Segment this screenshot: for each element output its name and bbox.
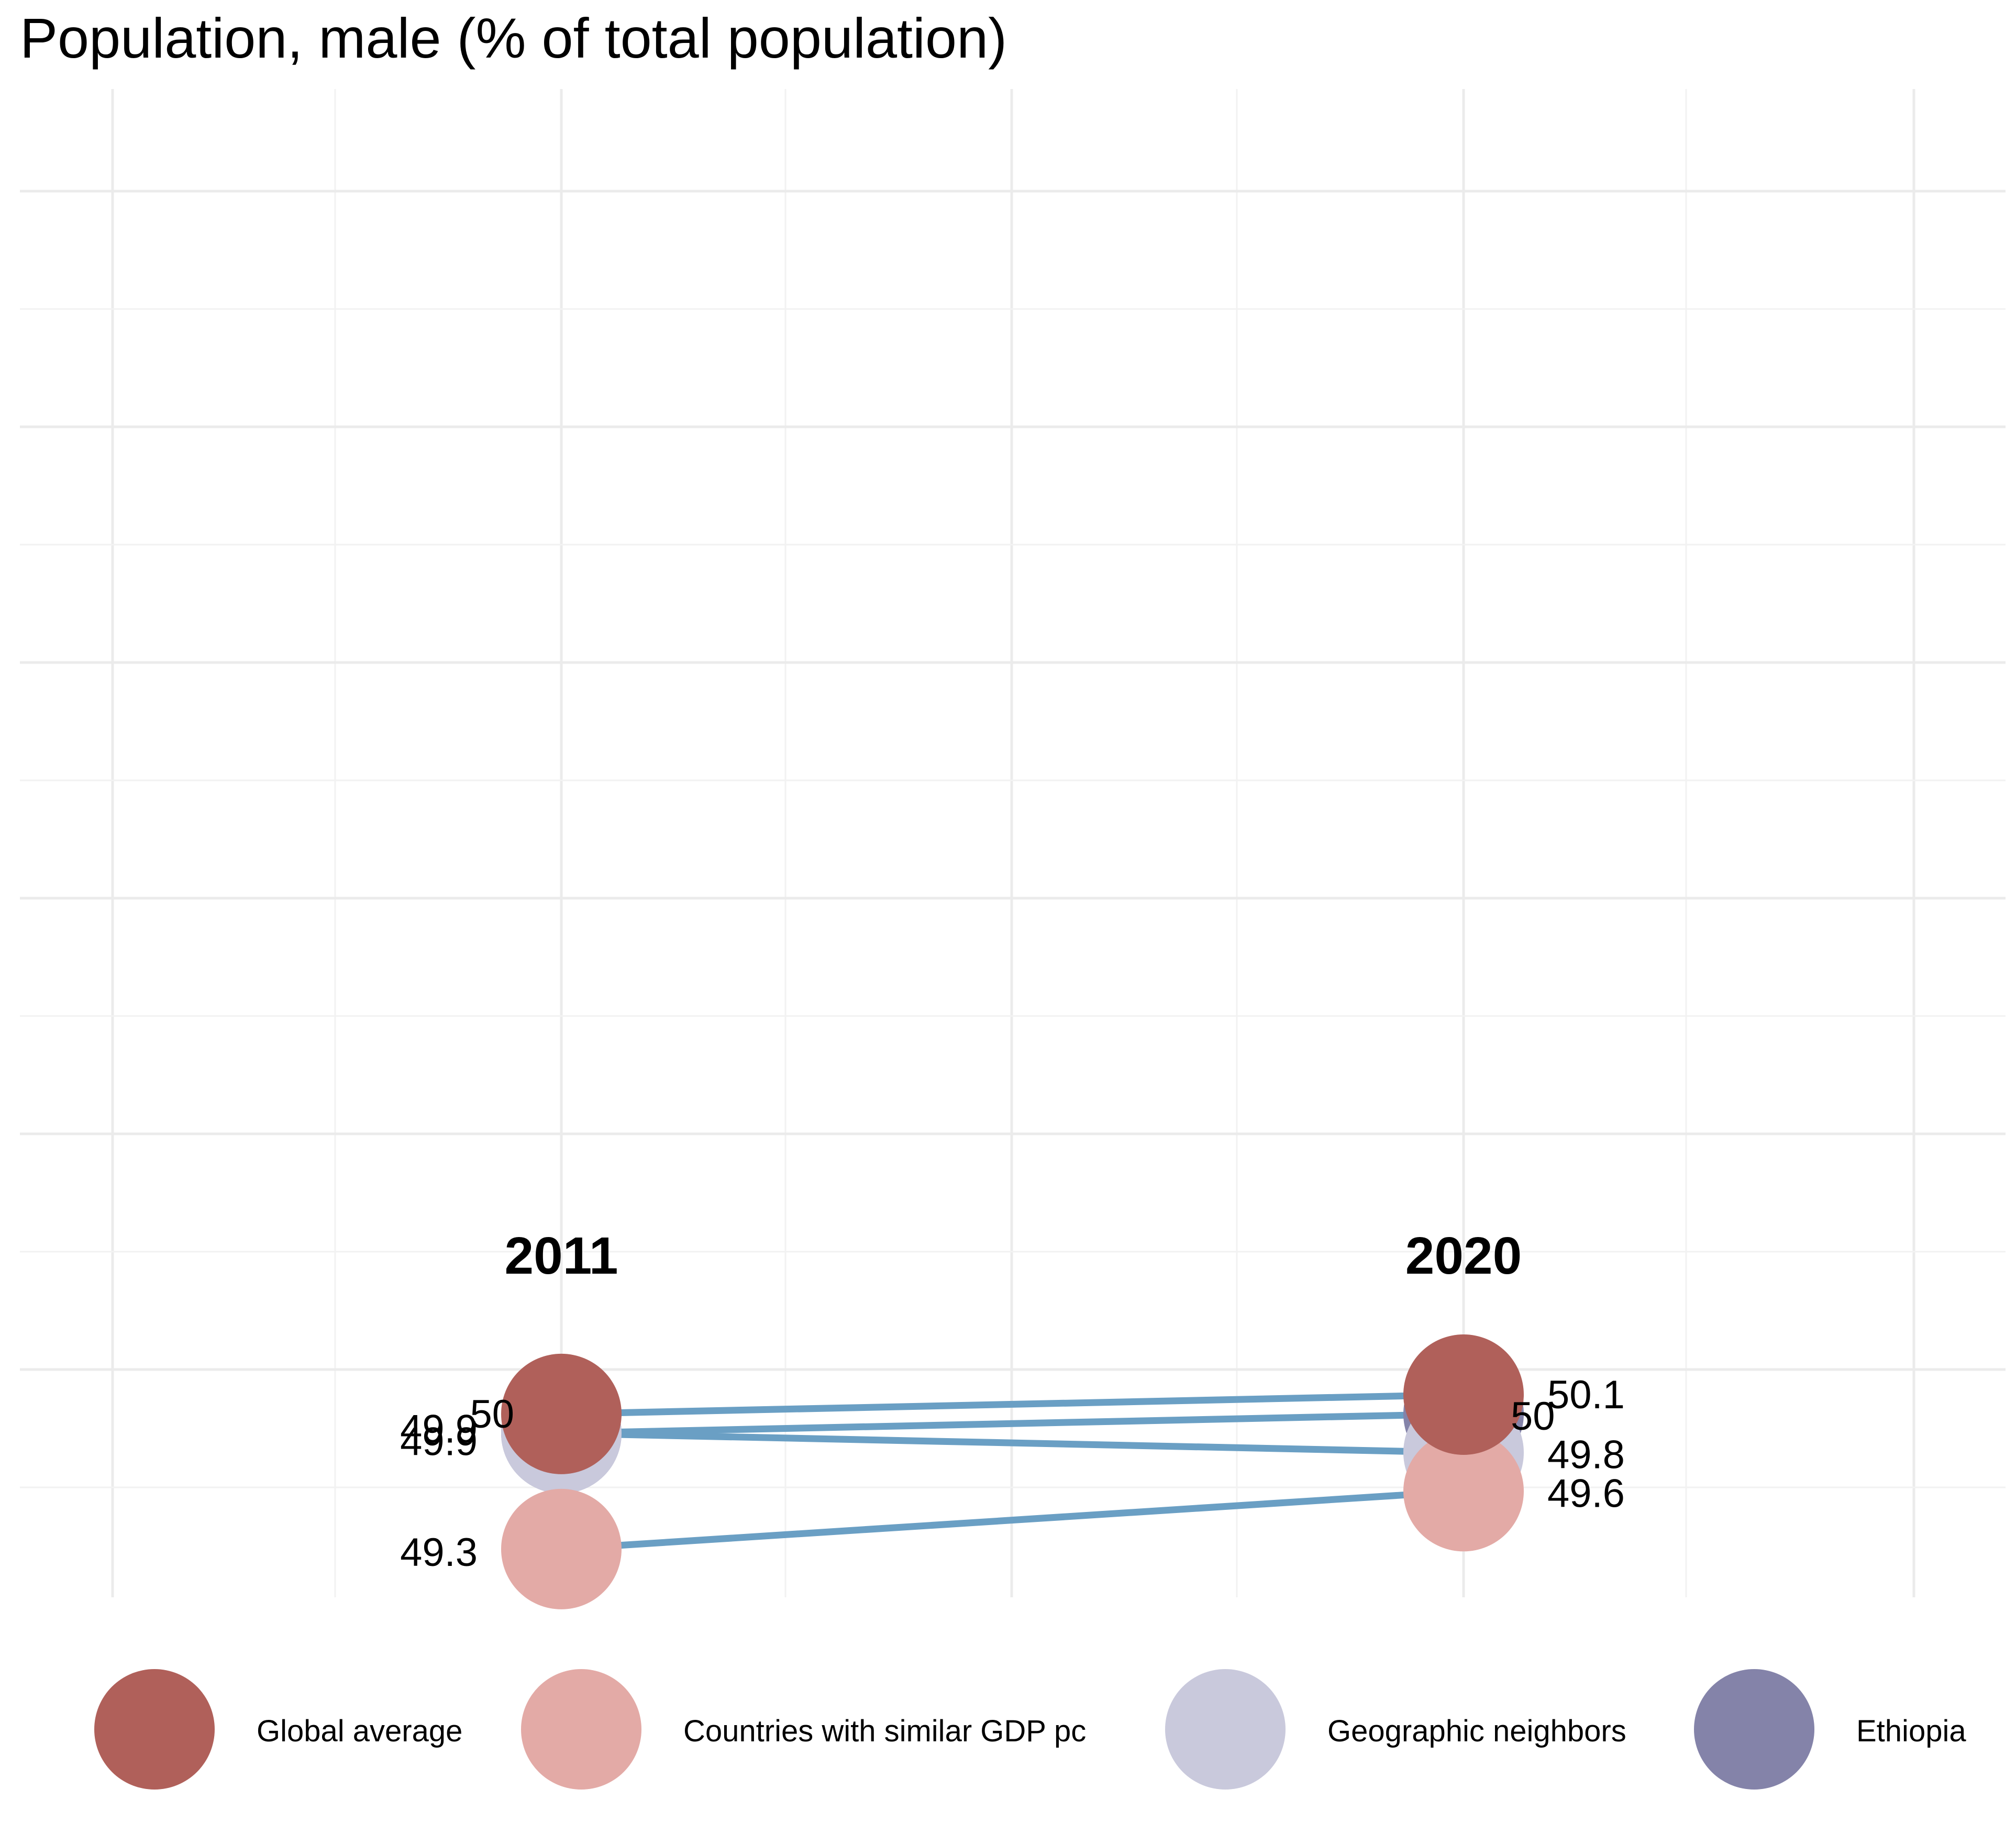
slope-line-2 <box>561 1430 1464 1456</box>
year-label-2011: 2011 <box>505 1227 618 1285</box>
legend-label-3: Ethiopia <box>1856 1714 1966 1748</box>
legend-label-1: Countries with similar GDP pc <box>683 1714 1086 1748</box>
point-0-2020 <box>1403 1334 1524 1455</box>
slope-line-3 <box>561 1410 1464 1437</box>
value-label-0-2011: 50 <box>470 1392 514 1437</box>
point-1-2020 <box>1403 1431 1524 1552</box>
chart-title: Population, male (% of total population) <box>20 6 1007 70</box>
value-label-1-2011: 49.3 <box>400 1530 478 1575</box>
legend-label-0: Global average <box>257 1714 462 1748</box>
slope-line-1 <box>561 1487 1464 1553</box>
legend: Global average Countries with similar GDP… <box>94 1669 1966 1790</box>
slope-lines <box>561 1391 1464 1553</box>
value-label-3-2011: 49.9 <box>400 1407 478 1452</box>
value-label-1-2020: 49.6 <box>1547 1471 1625 1516</box>
value-label-2-2011: 49.9 <box>400 1420 478 1464</box>
slope-line-0 <box>561 1391 1464 1418</box>
legend-swatch-2 <box>1165 1669 1286 1790</box>
legend-swatch-1 <box>521 1669 641 1790</box>
year-label-2020: 2020 <box>1405 1227 1522 1285</box>
point-0-2011 <box>501 1353 622 1474</box>
legend-label-2: Geographic neighbors <box>1327 1714 1626 1748</box>
legend-swatch-3 <box>1694 1669 1814 1790</box>
legend-swatch-0 <box>94 1669 215 1790</box>
point-1-2011 <box>501 1488 622 1609</box>
value-label-2-2020: 49.8 <box>1547 1433 1625 1477</box>
value-label-3-2020: 50 <box>1511 1394 1555 1439</box>
value-label-0-2020: 50.1 <box>1547 1373 1625 1417</box>
data-points <box>501 1334 1524 1609</box>
grid-lines <box>20 89 2006 1597</box>
